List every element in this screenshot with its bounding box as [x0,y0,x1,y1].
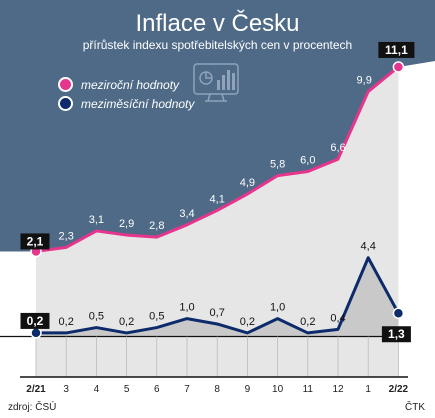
monthly-label: 0,2 [27,314,44,328]
yearly-label: 2,3 [59,230,74,242]
x-tick-label: 2/21 [26,384,46,395]
yearly-label: 4,9 [240,177,255,189]
yearly-label: 5,8 [270,159,285,171]
x-tick-label: 8 [214,384,220,395]
x-tick-label: 2/22 [389,384,409,395]
yearly-label-box [378,41,415,58]
chart-monitor-icon [193,63,239,102]
x-tick-label: 12 [332,384,344,395]
chart-subtitle: přírůstek indexu spotřebitelských cen v … [82,38,353,52]
x-tick-label: 10 [272,384,284,395]
yearly-label: 6,6 [330,142,345,154]
x-tick-label: 6 [154,384,160,395]
yearly-line [35,65,400,253]
legend-dot-monthly [58,96,73,111]
monthly-label: 1,0 [270,302,285,314]
monthly-label: 1,3 [388,327,405,341]
background-area [0,0,435,252]
yearly-label: 3,1 [89,214,104,226]
monthly-point [392,307,405,319]
chart-title: Inflace v Česku [135,10,300,37]
source-note: zdroj: ČSÚ [8,402,57,413]
monthly-label: 0,4 [330,312,345,324]
yearly-label: 2,9 [119,218,134,230]
monthly-area [36,257,399,337]
yearly-label: 4,1 [210,193,225,205]
monthly-label: 0,2 [119,316,134,328]
x-tick-label: 5 [124,384,130,395]
yearly-label: 2,1 [27,234,44,248]
x-tick-label: 1 [365,384,371,395]
monthly-label-box [20,312,50,329]
legend-dot-yearly [58,77,73,92]
agency-credit: ČTK [405,402,425,413]
monthly-label: 0,2 [59,316,74,328]
monthly-line [36,256,400,335]
x-tick-label: 3 [63,384,69,395]
yearly-label: 9,9 [357,75,372,87]
yearly-label: 3,4 [179,208,194,220]
yearly-point [392,61,405,73]
monthly-label: 0,5 [89,311,104,323]
yearly-label: 2,8 [149,220,164,232]
yearly-area [36,66,399,377]
legend-item-monthly: meziměsíční hodnoty [58,96,194,111]
x-tick-label: 7 [184,384,190,395]
monthly-point [30,327,42,339]
x-tick-label: 9 [245,384,251,395]
x-tick-label: 4 [94,384,100,395]
yearly-label: 11,1 [385,43,408,57]
monthly-label: 0,2 [240,316,255,328]
monthly-label: 0,2 [300,316,315,328]
legend-item-yearly: meziroční hodnoty [58,77,179,92]
monthly-label: 1,0 [179,302,194,314]
monthly-label: 4,4 [361,241,376,253]
legend-label-monthly: meziměsíční hodnoty [81,97,195,111]
monthly-label: 0,7 [210,307,225,319]
x-tick-label: 11 [303,384,314,395]
yearly-label-box [20,233,50,250]
monthly-label: 0,5 [149,311,164,323]
legend-label-yearly: meziroční hodnoty [81,78,180,92]
yearly-label: 6,0 [300,155,315,167]
monthly-label-box [381,326,411,343]
